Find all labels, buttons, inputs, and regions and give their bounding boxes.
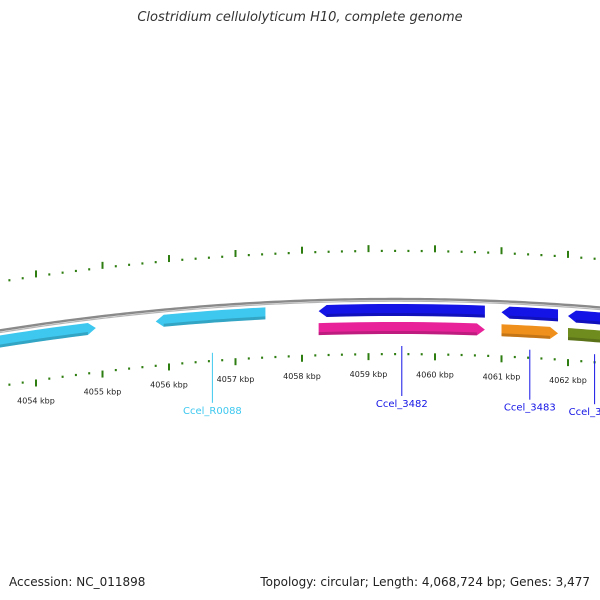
- gene-Ccel_3483-shade: [509, 315, 559, 322]
- gene-labels: Ccel_R0088 Ccel_3482 Ccel_3483 Ccel_3484: [183, 346, 600, 418]
- gene-feature-3-shade: [318, 331, 477, 336]
- gene-feature-5-arrow: [501, 324, 559, 339]
- gene-feature-7-arrow: [568, 328, 600, 343]
- gene-Ccel_R0088-label: Ccel_R0088: [183, 406, 242, 417]
- gene-feature-5-shade: [501, 333, 551, 339]
- outer-tick-ring: [8, 245, 596, 282]
- tick-label-4054: 4054 kbp: [17, 397, 55, 406]
- gene-Ccel_3482-shade: [326, 313, 485, 318]
- gene-Ccel_3483-arrow: [501, 306, 559, 322]
- tick-label-4055: 4055 kbp: [84, 388, 122, 397]
- gene-Ccel_3484-arrow: [568, 310, 600, 325]
- gene-Ccel_3482-label: Ccel_3482: [376, 399, 428, 410]
- accession-text: Accession: NC_011898: [9, 575, 146, 589]
- gene-feature-0-arrow: [0, 322, 96, 348]
- gene-features: [0, 304, 600, 348]
- tick-label-4060: 4060 kbp: [416, 370, 454, 379]
- gene-Ccel_3482-arrow: [318, 304, 485, 318]
- gene-feature-7-shade: [568, 337, 600, 343]
- tick-label-4059: 4059 kbp: [350, 370, 388, 379]
- backbone-shadow: [0, 300, 600, 334]
- tick-label-4056: 4056 kbp: [150, 381, 188, 390]
- gene-feature-0-shade: [0, 332, 88, 348]
- gene-Ccel_3484-label: Ccel_3484: [569, 407, 600, 418]
- genome-backbone: [0, 297, 600, 334]
- gene-Ccel_3484-shade: [576, 319, 600, 325]
- gene-Ccel_R0088-shade: [163, 316, 266, 327]
- tick-label-4062: 4062 kbp: [549, 376, 587, 385]
- genome-summary: Topology: circular; Length: 4,068,724 bp…: [260, 575, 590, 589]
- gene-feature-3-arrow: [318, 322, 485, 336]
- tick-label-4061: 4061 kbp: [483, 372, 521, 381]
- genome-title: Clostridium cellulolyticum H10, complete…: [137, 10, 463, 25]
- gene-Ccel_R0088-arrow: [155, 307, 266, 327]
- gene-Ccel_3483-label: Ccel_3483: [504, 403, 556, 414]
- inner-tick-ring: [8, 353, 596, 387]
- tick-label-4057: 4057 kbp: [217, 375, 255, 384]
- tick-labels: 4054 kbp 4055 kbp 4056 kbp 4057 kbp 4058 kbp…: [17, 370, 587, 405]
- backbone-line: [0, 297, 600, 332]
- tick-label-4058: 4058 kbp: [283, 372, 321, 381]
